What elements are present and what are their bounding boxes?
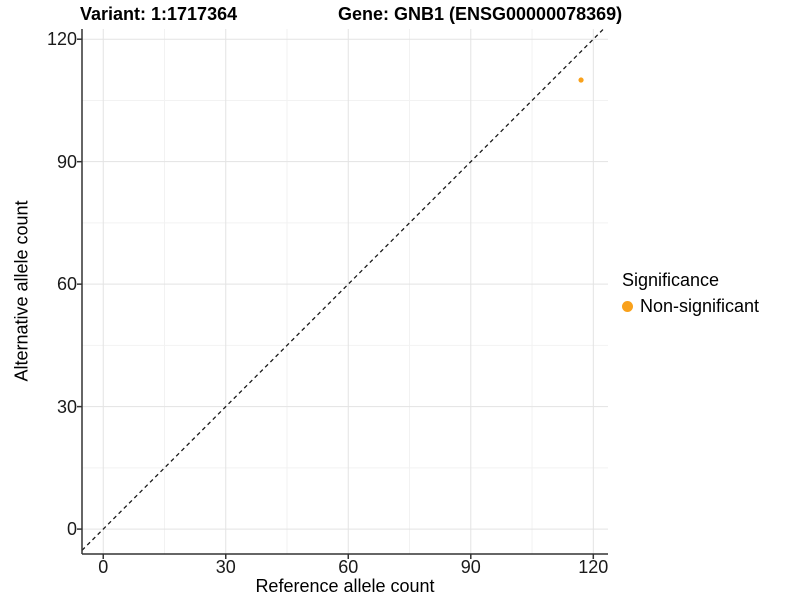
y-tick-label: 60 bbox=[56, 274, 77, 295]
x-tick-label: 120 bbox=[578, 557, 609, 577]
x-tick-label: 0 bbox=[98, 557, 109, 577]
x-tick-label: 30 bbox=[215, 557, 236, 577]
plot-title-variant: Variant: 1:1717364 bbox=[80, 4, 238, 24]
x-tick-label: 90 bbox=[460, 557, 481, 577]
legend-item-label: Non-significant bbox=[640, 296, 760, 316]
legend-item: Non-significant bbox=[622, 294, 759, 318]
y-tick-label: 30 bbox=[56, 396, 77, 417]
legend: Significance Non-significant bbox=[622, 268, 759, 318]
y-axis-title: Alternative allele count bbox=[11, 200, 32, 382]
plot-title-gene: Gene: GNB1 (ENSG00000078369) bbox=[338, 4, 623, 24]
x-tick-label: 60 bbox=[338, 557, 359, 577]
data-point bbox=[578, 77, 584, 83]
y-tick-label: 0 bbox=[66, 519, 77, 540]
identity-reference-line bbox=[81, 28, 604, 551]
y-tick-label: 120 bbox=[46, 29, 77, 50]
legend-point-icon bbox=[622, 300, 633, 312]
legend-title: Significance bbox=[622, 270, 720, 290]
y-tick-label: 90 bbox=[56, 151, 77, 172]
x-axis-title: Reference allele count bbox=[255, 576, 435, 596]
